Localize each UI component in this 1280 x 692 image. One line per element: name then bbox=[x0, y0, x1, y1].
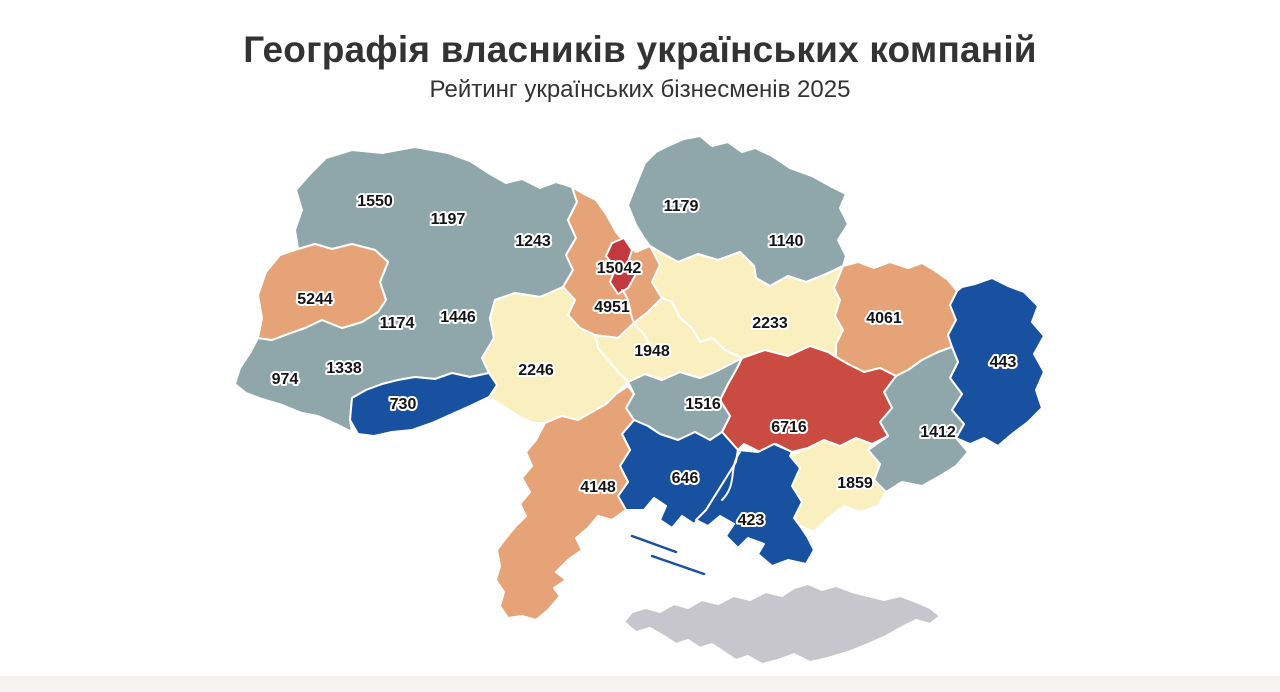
region-kyiv-city bbox=[605, 237, 637, 295]
page-subtitle: Рейтинг українських бізнесменів 2025 bbox=[429, 75, 851, 103]
kinburn-spit-line bbox=[630, 534, 678, 554]
region-label-mykolaiv: 646 bbox=[672, 470, 699, 487]
region-label-donetsk: 1412 bbox=[920, 424, 956, 441]
region-labels-layer: 1550 1197 1243 1179 1140 5244 15042 4951 2233 406… bbox=[270, 191, 1019, 531]
region-odesa bbox=[495, 385, 635, 621]
region-label-vinnytsia: 2246 bbox=[518, 362, 554, 379]
region-label-rivne: 1197 bbox=[431, 211, 466, 228]
region-label-kharkiv: 4061 bbox=[866, 310, 902, 327]
region-luhansk bbox=[947, 277, 1045, 447]
region-label-zhytomyr: 1243 bbox=[515, 233, 551, 250]
region-chernivtsi bbox=[349, 372, 498, 437]
region-label-dnipropetrovsk: 6716 bbox=[771, 419, 807, 436]
region-kherson bbox=[695, 443, 815, 567]
region-label-zakarpattia: 974 bbox=[272, 371, 299, 388]
map-detail-layer bbox=[621, 289, 741, 576]
region-label-chernivtsi: 730 bbox=[390, 396, 417, 413]
region-label-cherkasy: 1948 bbox=[634, 343, 670, 360]
region-label-kyiv_city: 15042 bbox=[597, 260, 642, 277]
dnipro-delta-river-line bbox=[721, 451, 741, 501]
region-label-kherson: 423 bbox=[738, 512, 765, 529]
region-label-kirovohrad: 1516 bbox=[685, 396, 721, 413]
region-label-sumy: 1140 bbox=[769, 233, 804, 250]
region-label-kyiv_oblast: 4951 bbox=[594, 299, 630, 316]
footer-strip bbox=[0, 676, 1280, 692]
region-label-ternopil: 1174 bbox=[380, 315, 415, 332]
tendra-spit-line bbox=[650, 554, 706, 576]
region-label-khmelnytskyi: 1446 bbox=[440, 309, 476, 326]
page-title: Географія власників українських компаній bbox=[243, 29, 1037, 70]
region-label-chernihiv: 1179 bbox=[664, 198, 699, 215]
dnipro-river-line bbox=[621, 289, 655, 357]
region-label-luhansk: 443 bbox=[990, 354, 1017, 371]
region-label-poltava: 2233 bbox=[752, 315, 788, 332]
region-label-ivano_frankivsk: 1338 bbox=[326, 360, 362, 377]
region-lviv bbox=[257, 243, 389, 341]
region-label-zaporizhzhia: 1859 bbox=[837, 475, 873, 492]
region-crimea bbox=[623, 583, 941, 665]
region-label-lviv: 5244 bbox=[297, 291, 333, 308]
header: Географія власників українських компаній… bbox=[0, 0, 1280, 103]
region-label-volyn: 1550 bbox=[357, 193, 393, 210]
region-label-odesa: 4148 bbox=[580, 479, 616, 496]
regions-layer bbox=[234, 135, 1045, 665]
